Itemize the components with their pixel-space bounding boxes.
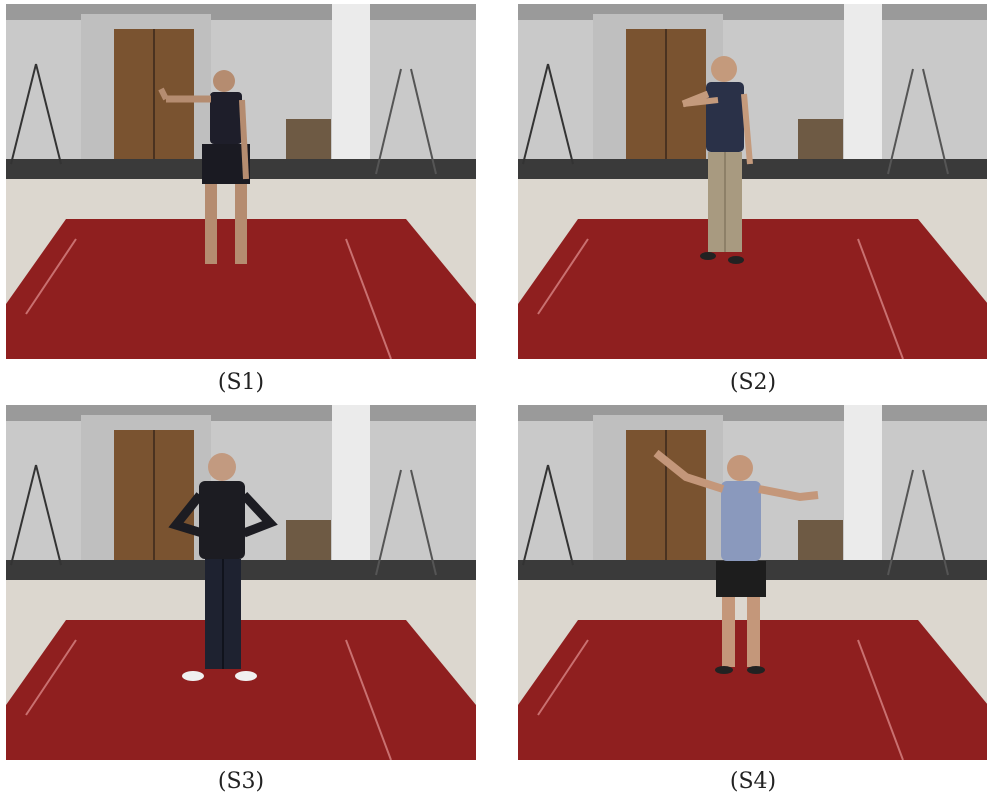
scene-s1 <box>6 4 476 359</box>
caption-s4: (S4) <box>729 769 777 794</box>
scene-s3 <box>6 405 476 760</box>
scene-s4 <box>518 405 987 760</box>
panel-s2: (S2) <box>518 4 987 399</box>
panel-s1: (S1) <box>6 4 476 399</box>
caption-s2: (S2) <box>729 370 777 395</box>
panel-s4: (S4) <box>518 405 987 801</box>
photo-s1 <box>6 4 476 359</box>
photo-s2 <box>518 4 987 359</box>
subject-s1 <box>158 70 250 264</box>
subject-s3 <box>168 453 278 681</box>
scene-s2 <box>518 4 987 359</box>
subject-s4 <box>653 449 819 674</box>
photo-s4 <box>518 405 987 760</box>
subject-s2 <box>681 56 753 264</box>
panel-s3: (S3) <box>6 405 476 801</box>
photo-s3 <box>6 405 476 760</box>
caption-s3: (S3) <box>217 769 265 794</box>
caption-s1: (S1) <box>217 370 265 395</box>
